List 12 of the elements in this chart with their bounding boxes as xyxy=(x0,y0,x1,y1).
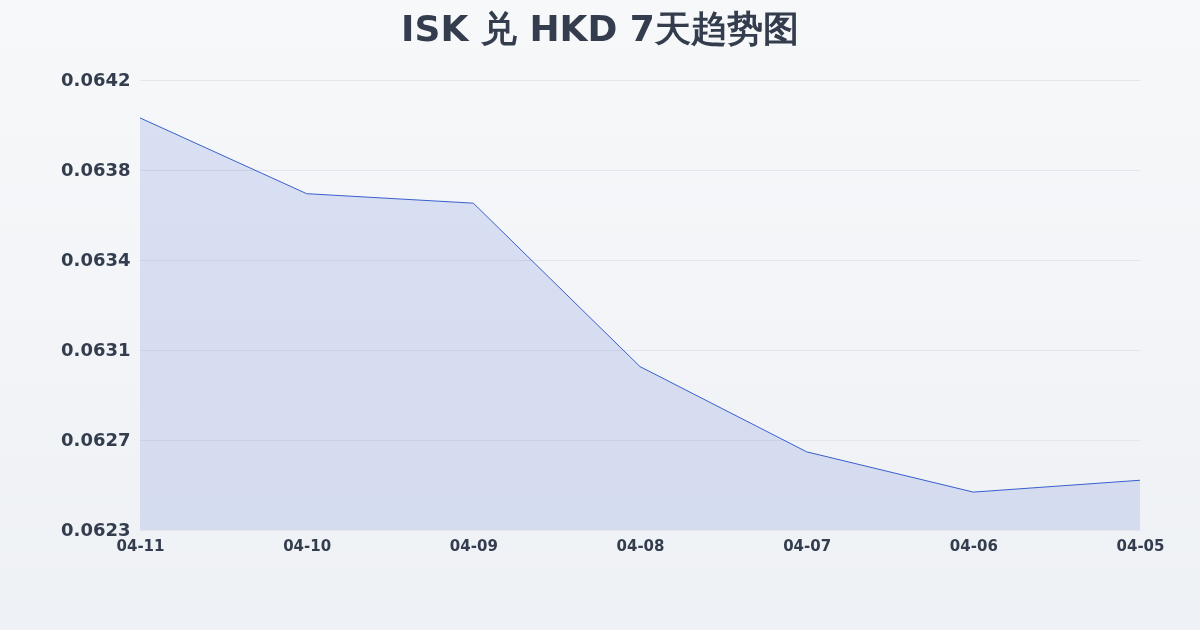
y-tick-label: 0.0634 xyxy=(61,248,131,270)
y-tick-label: 0.0642 xyxy=(61,68,131,90)
x-tick-label: 04-08 xyxy=(616,536,665,555)
y-tick-label: 0.0627 xyxy=(61,428,131,450)
x-tick-label: 04-06 xyxy=(949,536,998,555)
chart-title: ISK 兑 HKD 7天趋势图 xyxy=(401,8,799,49)
x-tick-label: 04-05 xyxy=(1116,536,1165,555)
y-tick-label: 0.0638 xyxy=(61,158,131,180)
x-tick-label: 04-09 xyxy=(449,536,498,555)
x-tick-label: 04-10 xyxy=(283,536,332,555)
y-tick-label: 0.0631 xyxy=(61,338,131,360)
x-tick-label: 04-07 xyxy=(783,536,832,555)
